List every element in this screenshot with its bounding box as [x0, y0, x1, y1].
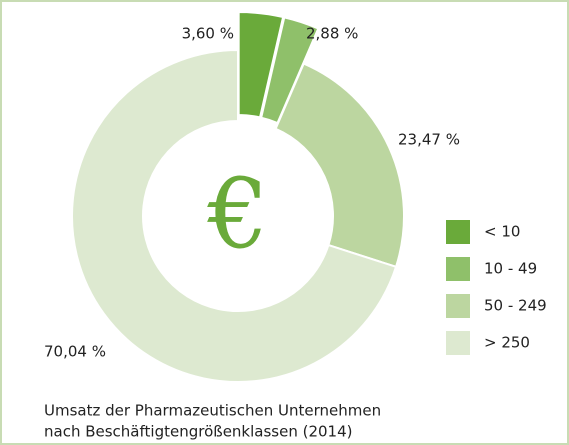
- value-label: 70,04 %: [44, 343, 106, 361]
- value-label: 23,47 %: [398, 131, 460, 149]
- legend-swatch: [446, 220, 470, 244]
- legend-swatch: [446, 331, 470, 355]
- slice: [274, 62, 405, 269]
- legend-label: > 250: [484, 334, 530, 352]
- legend-label: 10 - 49: [484, 260, 537, 278]
- caption: nach Beschäftigtengrößenklassen (2014): [44, 423, 352, 441]
- value-label: 2,88 %: [306, 25, 358, 43]
- slice: [71, 48, 398, 383]
- legend-swatch: [446, 294, 470, 318]
- slice: [237, 11, 285, 119]
- center-symbol: €: [206, 158, 268, 270]
- legend-label: < 10: [484, 223, 520, 241]
- caption: Umsatz der Pharmazeutischen Unternehmen: [44, 402, 381, 420]
- legend-swatch: [446, 257, 470, 281]
- legend-label: 50 - 249: [484, 297, 547, 315]
- value-label: 3,60 %: [182, 25, 234, 43]
